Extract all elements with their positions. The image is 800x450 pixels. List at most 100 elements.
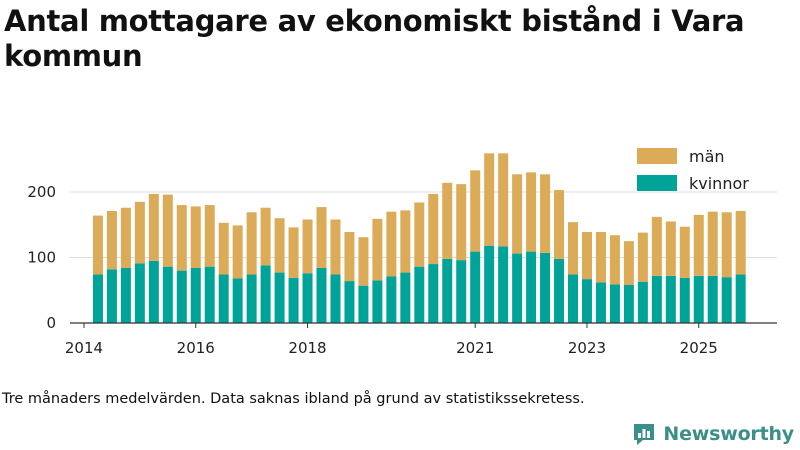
bar-kvinnor	[162, 266, 173, 323]
y-tick-label: 100	[27, 249, 56, 267]
x-tick-label: 2014	[65, 339, 103, 357]
chart-title: Antal mottagare av ekonomiskt bistånd i …	[4, 4, 745, 73]
bar-kvinnor	[246, 274, 257, 323]
bar-kvinnor	[92, 274, 103, 323]
bar-man	[344, 231, 355, 282]
bar-kvinnor	[623, 285, 634, 323]
bar-kvinnor	[554, 258, 565, 323]
bar-man	[92, 215, 103, 275]
bar-man	[274, 218, 285, 273]
bar-kvinnor	[735, 274, 746, 323]
bar-man	[735, 210, 746, 275]
bar-kvinnor	[651, 275, 662, 323]
bar-man	[609, 235, 620, 285]
bar-kvinnor	[400, 272, 411, 323]
bar-man	[665, 221, 676, 276]
bar-man	[540, 174, 551, 253]
bar-man	[512, 174, 523, 254]
x-tick-label: 2018	[288, 339, 326, 357]
bar-man	[386, 211, 397, 277]
bar-kvinnor	[330, 274, 341, 323]
bar-kvinnor	[498, 246, 509, 323]
bar-kvinnor	[595, 282, 606, 323]
bar-kvinnor	[134, 263, 145, 323]
series-man	[92, 153, 746, 286]
bar-man	[414, 202, 425, 267]
bar-man	[204, 205, 215, 267]
y-tick-label: 200	[27, 183, 56, 201]
bar-kvinnor	[721, 277, 732, 323]
bar-man	[651, 216, 662, 276]
bar-man	[400, 210, 411, 273]
bar-man	[484, 153, 495, 246]
bar-kvinnor	[204, 266, 215, 323]
bar-kvinnor	[106, 269, 117, 323]
legend: män kvinnor	[637, 147, 749, 193]
bar-kvinnor	[372, 280, 383, 323]
bar-man	[623, 241, 634, 286]
y-axis-ticks: 0 100 200	[27, 183, 56, 332]
bar-kvinnor	[470, 251, 481, 323]
bar-man	[358, 237, 369, 286]
bar-man	[246, 212, 257, 275]
bar-kvinnor	[581, 279, 592, 323]
bar-kvinnor	[260, 265, 271, 323]
bar-kvinnor	[540, 252, 551, 323]
bar-man	[372, 218, 383, 281]
bar-man	[134, 201, 145, 264]
bar-kvinnor	[120, 267, 131, 323]
bar-man	[707, 211, 718, 276]
bar-kvinnor	[386, 276, 397, 323]
footnote: Tre månaders medelvärden. Data saknas ib…	[2, 391, 585, 407]
bar-man	[218, 222, 229, 275]
x-tick-label: 2016	[177, 339, 215, 357]
bar-kvinnor	[288, 277, 299, 323]
bar-man	[120, 207, 131, 268]
bar-man	[637, 232, 648, 282]
bar-kvinnor	[484, 245, 495, 323]
bar-kvinnor	[442, 258, 453, 323]
bar-kvinnor	[176, 270, 187, 323]
x-tick-label: 2023	[568, 339, 606, 357]
bar-kvinnor	[232, 278, 243, 323]
bar-man	[679, 226, 690, 278]
bar-kvinnor	[637, 281, 648, 323]
bar-man	[498, 153, 509, 247]
legend-swatch-man	[637, 148, 677, 164]
bar-man	[148, 193, 159, 261]
bar-man	[260, 207, 271, 266]
bar-man	[456, 184, 467, 261]
bar-kvinnor	[679, 277, 690, 323]
bar-man	[428, 193, 439, 265]
bar-man	[176, 205, 187, 271]
bar-kvinnor	[526, 251, 537, 323]
bar-man	[693, 214, 704, 276]
bar-man	[526, 172, 537, 252]
bar-man	[568, 222, 579, 275]
bar-kvinnor	[302, 273, 313, 323]
series-kvinnor	[92, 245, 746, 323]
bar-kvinnor	[609, 284, 620, 323]
legend-label-man: män	[689, 147, 725, 166]
bar-man	[442, 182, 453, 259]
bar-man	[595, 231, 606, 283]
bar-man	[330, 219, 341, 275]
bar-kvinnor	[274, 272, 285, 323]
bar-kvinnor	[358, 285, 369, 323]
bar-kvinnor	[568, 274, 579, 323]
bar-man	[721, 212, 732, 278]
bar-kvinnor	[456, 260, 467, 323]
brand-logo[interactable]: Newsworthy	[631, 420, 794, 448]
bar-kvinnor	[218, 274, 229, 323]
x-tick-label: 2025	[680, 339, 718, 357]
bar-man	[316, 207, 327, 268]
bar-kvinnor	[512, 253, 523, 323]
brand-name: Newsworthy	[663, 423, 794, 445]
bar-kvinnor	[344, 281, 355, 323]
bar-man	[190, 206, 201, 268]
bar-kvinnor	[707, 275, 718, 323]
bar-kvinnor	[316, 267, 327, 323]
legend-swatch-kvinnor	[637, 175, 677, 191]
bar-kvinnor	[414, 266, 425, 323]
